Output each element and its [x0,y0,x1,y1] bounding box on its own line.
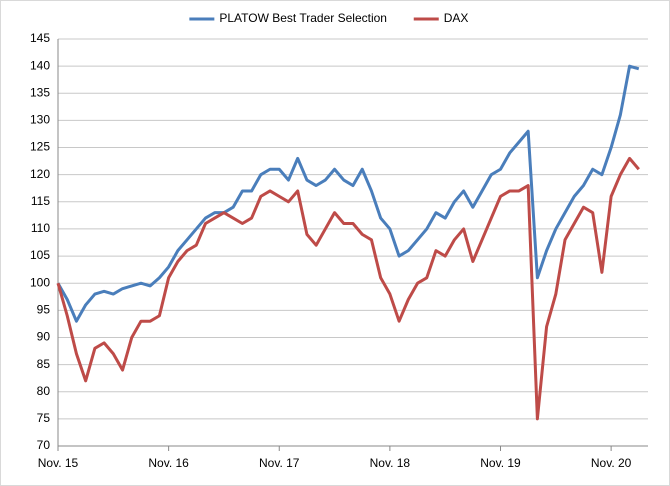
y-tick-label: 105 [30,248,50,262]
y-tick-label: 90 [37,330,51,344]
series-line [56,156,640,421]
y-tick-label: 135 [30,85,50,99]
y-tick-label: 120 [30,167,50,181]
x-tick-label: Nov. 18 [370,456,411,470]
y-tick-label: 145 [30,31,50,45]
legend-label: DAX [444,11,469,25]
series-line [56,64,640,323]
y-tick-label: 125 [30,140,50,154]
y-tick-label: 95 [37,303,51,317]
x-tick-label: Nov. 15 [38,456,79,470]
y-tick-label: 130 [30,113,50,127]
x-tick-label: Nov. 20 [591,456,632,470]
x-tick-label: Nov. 17 [259,456,300,470]
y-tick-label: 85 [37,357,51,371]
y-tick-label: 80 [37,384,51,398]
y-tick-label: 100 [30,275,50,289]
y-tick-label: 110 [31,221,50,235]
y-tick-label: 70 [37,438,51,452]
legend-label: PLATOW Best Trader Selection [219,11,387,25]
x-tick-label: Nov. 19 [480,456,521,470]
x-tick-label: Nov. 16 [148,456,189,470]
y-tick-label: 75 [37,411,51,425]
y-tick-label: 115 [31,194,50,208]
y-tick-label: 140 [30,58,50,72]
